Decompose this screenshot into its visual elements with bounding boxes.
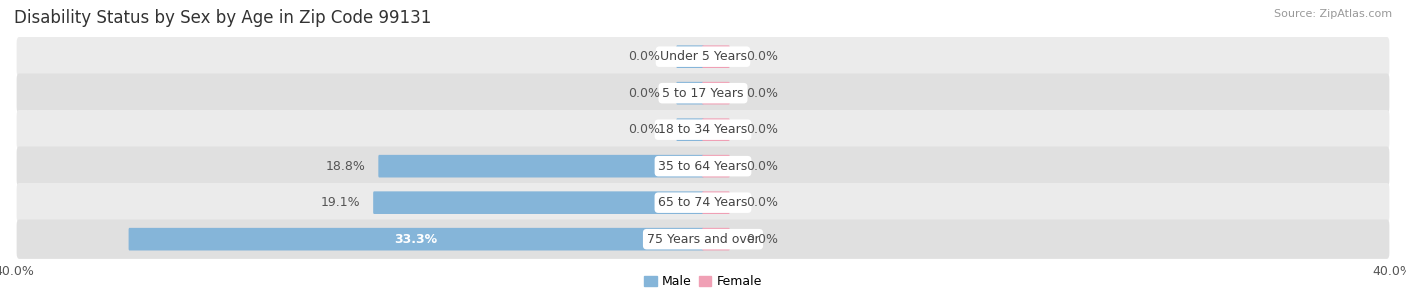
Text: 0.0%: 0.0% <box>747 196 778 209</box>
FancyBboxPatch shape <box>702 228 730 250</box>
FancyBboxPatch shape <box>17 183 1389 222</box>
FancyBboxPatch shape <box>17 74 1389 113</box>
Text: 75 Years and over: 75 Years and over <box>647 233 759 246</box>
FancyBboxPatch shape <box>17 146 1389 186</box>
Text: 19.1%: 19.1% <box>321 196 360 209</box>
Text: Source: ZipAtlas.com: Source: ZipAtlas.com <box>1274 9 1392 19</box>
Text: 0.0%: 0.0% <box>747 87 778 100</box>
FancyBboxPatch shape <box>702 118 730 141</box>
FancyBboxPatch shape <box>373 191 704 214</box>
Text: 0.0%: 0.0% <box>747 160 778 173</box>
FancyBboxPatch shape <box>702 82 730 105</box>
Text: 35 to 64 Years: 35 to 64 Years <box>658 160 748 173</box>
FancyBboxPatch shape <box>378 155 704 178</box>
FancyBboxPatch shape <box>702 45 730 68</box>
Text: 0.0%: 0.0% <box>747 123 778 136</box>
Text: Under 5 Years: Under 5 Years <box>659 50 747 63</box>
FancyBboxPatch shape <box>702 191 730 214</box>
Text: 18.8%: 18.8% <box>326 160 366 173</box>
Text: 0.0%: 0.0% <box>747 233 778 246</box>
FancyBboxPatch shape <box>17 110 1389 149</box>
FancyBboxPatch shape <box>17 220 1389 259</box>
Text: 0.0%: 0.0% <box>628 87 659 100</box>
Text: Disability Status by Sex by Age in Zip Code 99131: Disability Status by Sex by Age in Zip C… <box>14 9 432 27</box>
Text: 18 to 34 Years: 18 to 34 Years <box>658 123 748 136</box>
FancyBboxPatch shape <box>702 155 730 178</box>
Text: 0.0%: 0.0% <box>747 50 778 63</box>
FancyBboxPatch shape <box>676 45 704 68</box>
Text: 5 to 17 Years: 5 to 17 Years <box>662 87 744 100</box>
Text: 65 to 74 Years: 65 to 74 Years <box>658 196 748 209</box>
FancyBboxPatch shape <box>17 37 1389 76</box>
Text: 33.3%: 33.3% <box>395 233 437 246</box>
FancyBboxPatch shape <box>676 82 704 105</box>
FancyBboxPatch shape <box>128 228 704 250</box>
Text: 0.0%: 0.0% <box>628 123 659 136</box>
FancyBboxPatch shape <box>676 118 704 141</box>
Text: 0.0%: 0.0% <box>628 50 659 63</box>
Legend: Male, Female: Male, Female <box>640 270 766 293</box>
